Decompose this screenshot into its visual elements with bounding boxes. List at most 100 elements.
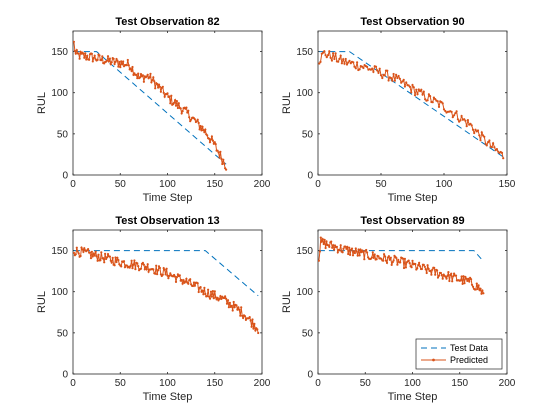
predicted-point [440, 274, 443, 277]
predicted-point [156, 82, 159, 86]
predicted-point [480, 131, 483, 134]
series-group [73, 40, 228, 171]
predicted-point [483, 135, 486, 138]
predicted-point [451, 116, 454, 119]
y-tick-label: 50 [57, 129, 69, 140]
predicted-point [206, 134, 209, 137]
predicted-point [134, 268, 137, 271]
predicted-point [222, 158, 225, 161]
predicted-point [336, 251, 339, 254]
predicted-point [402, 266, 406, 270]
predicted-point [375, 258, 378, 261]
predicted-point [232, 300, 235, 304]
predicted-point [100, 251, 103, 254]
predicted-point [416, 267, 419, 270]
predicted-point [338, 249, 341, 252]
predicted-point [227, 306, 230, 309]
predicted-point [398, 77, 401, 80]
predicted-point [475, 282, 478, 285]
predicted-point [467, 277, 470, 280]
predicted-point [107, 60, 110, 63]
predicted-point [377, 255, 380, 258]
predicted-point [470, 124, 473, 127]
predicted-point [211, 290, 214, 293]
predicted-point [434, 98, 437, 101]
predicted-point [119, 66, 122, 69]
predicted-point [417, 264, 420, 267]
predicted-point [380, 257, 383, 260]
predicted-point [250, 325, 253, 328]
x-tick-label: 0 [70, 378, 76, 389]
predicted-point [174, 99, 177, 102]
predicted-point [248, 316, 251, 319]
predicted-point [415, 88, 418, 91]
predicted-point [466, 119, 469, 122]
predicted-point [175, 276, 178, 279]
predicted-point [188, 116, 191, 119]
predicted-point [193, 284, 196, 287]
predicted-point [332, 52, 335, 55]
predicted-point [147, 270, 150, 273]
predicted-point [465, 277, 468, 280]
predicted-point [142, 80, 145, 83]
predicted-point [328, 50, 331, 53]
predicted-point [431, 101, 434, 104]
predicted-point [333, 57, 336, 61]
predicted-point [471, 285, 475, 288]
predicted-point [366, 65, 369, 68]
predicted-point [180, 112, 183, 115]
predicted-point [197, 121, 200, 125]
predicted-point [212, 142, 215, 145]
predicted-point [397, 74, 400, 78]
predicted-point [410, 266, 413, 269]
predicted-point [331, 246, 334, 249]
predicted-point [490, 146, 493, 149]
predicted-point [463, 118, 466, 121]
predicted-point [358, 254, 361, 257]
predicted-point [208, 137, 211, 140]
predicted-point [158, 266, 161, 270]
predicted-point [230, 304, 233, 307]
predicted-point [450, 110, 453, 113]
predicted-point [456, 118, 459, 121]
predicted-point [113, 264, 116, 267]
predicted-point [128, 266, 131, 269]
y-tick-label: 50 [302, 328, 314, 339]
predicted-point [319, 236, 322, 239]
predicted-point [485, 144, 488, 147]
predicted-point [126, 58, 129, 62]
predicted-point [426, 99, 429, 102]
test-data-line [73, 250, 259, 297]
predicted-point [446, 274, 449, 277]
predicted-point [129, 67, 132, 70]
predicted-point [354, 67, 357, 70]
predicted-point [333, 248, 336, 251]
predicted-point [95, 255, 98, 258]
predicted-point [77, 252, 80, 255]
y-tick-label: 100 [51, 287, 68, 298]
subplot-grid: Test Observation 82 0 50 100 150 200 0 50 100 150… [36, 16, 516, 403]
predicted-point [324, 246, 327, 250]
predicted-point [242, 316, 245, 320]
predicted-point [94, 250, 97, 253]
predicted-point [166, 92, 169, 95]
predicted-point [325, 240, 328, 243]
predicted-point [186, 111, 189, 114]
predicted-point [341, 251, 344, 254]
predicted-point [137, 72, 140, 75]
predicted-point [244, 318, 247, 321]
predicted-point [441, 102, 444, 105]
predicted-point [150, 81, 153, 84]
predicted-point [411, 83, 414, 87]
predicted-point [235, 304, 238, 307]
x-axis-label: Time Step [388, 192, 438, 204]
predicted-point [319, 60, 322, 64]
predicted-point [105, 257, 108, 261]
predicted-point [226, 299, 230, 302]
predicted-point [173, 273, 176, 277]
predicted-point [228, 301, 231, 304]
predicted-point [135, 73, 138, 76]
predicted-point [92, 252, 95, 255]
chart-title: Test Observation 90 [360, 16, 464, 28]
predicted-point [210, 135, 213, 138]
